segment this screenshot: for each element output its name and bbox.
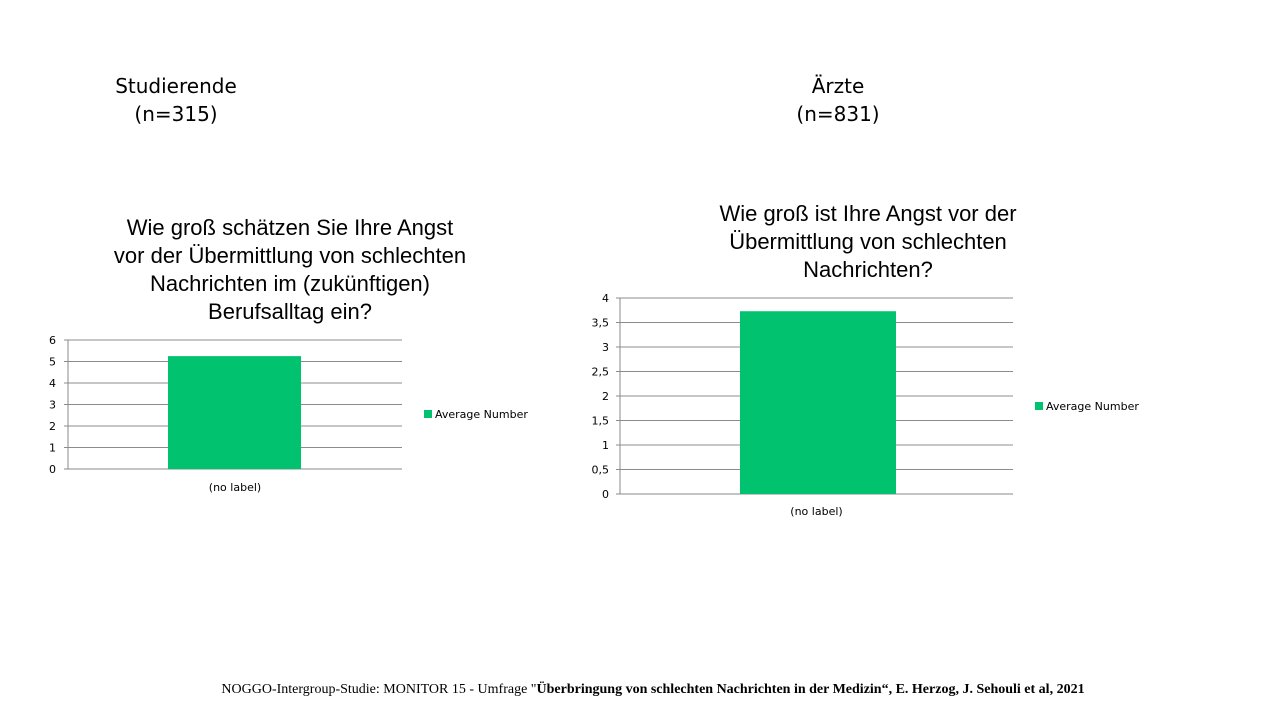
y-tick-label: 1	[602, 439, 609, 452]
chart-title-2: Wie groß ist Ihre Angst vor der Übermitt…	[638, 200, 1098, 284]
y-tick-label: 2,5	[592, 366, 610, 379]
category-label: (no label)	[790, 505, 842, 518]
category-label: (no label)	[209, 481, 261, 494]
group-name: Studierende	[115, 74, 237, 98]
group-label-studierende: Studierende (n=315)	[46, 72, 306, 128]
citation-prefix: NOGGO-Intergroup-Studie: MONITOR 15 - Um…	[221, 682, 537, 697]
citation-bold: Überbringung von schlechten Nachrichten …	[536, 682, 1085, 697]
y-tick-label: 3	[49, 399, 56, 412]
y-tick-label: 1	[49, 442, 56, 455]
legend-swatch	[1035, 402, 1043, 410]
title-line: Wie groß schätzen Sie Ihre Angst	[126, 215, 454, 240]
y-tick-label: 0	[49, 463, 56, 476]
citation-footer: NOGGO-Intergroup-Studie: MONITOR 15 - Um…	[0, 682, 1278, 698]
title-line: Berufsalltag ein?	[208, 299, 372, 324]
title-line: vor der Übermittlung von schlechten	[113, 243, 467, 268]
chart-title-1: Wie groß schätzen Sie Ihre Angst vor der…	[60, 214, 520, 326]
title-line: Übermittlung von schlechten	[729, 229, 1007, 254]
y-tick-label: 0	[602, 488, 609, 501]
y-tick-label: 0,5	[592, 464, 610, 477]
y-tick-label: 5	[49, 356, 56, 369]
title-line: Wie groß ist Ihre Angst vor der	[719, 201, 1017, 226]
y-tick-label: 3	[602, 341, 609, 354]
y-tick-label: 2	[602, 390, 609, 403]
group-label-aerzte: Ärzte (n=831)	[708, 72, 968, 128]
legend-label: Average Number	[1046, 400, 1139, 413]
title-line: Nachrichten im (zukünftigen)	[149, 271, 430, 296]
group-count: (n=831)	[796, 102, 880, 126]
bar	[168, 356, 301, 469]
group-name: Ärzte	[811, 74, 865, 98]
y-tick-label: 4	[49, 377, 56, 390]
y-tick-label: 3,5	[592, 317, 610, 330]
legend-label: Average Number	[435, 408, 528, 421]
y-tick-label: 2	[49, 420, 56, 433]
bar	[740, 311, 896, 494]
y-tick-label: 1,5	[592, 415, 610, 428]
group-count: (n=315)	[134, 102, 218, 126]
legend-swatch	[424, 410, 432, 418]
y-tick-label: 6	[49, 334, 56, 347]
title-line: Nachrichten?	[803, 257, 933, 282]
y-tick-label: 4	[602, 292, 609, 305]
